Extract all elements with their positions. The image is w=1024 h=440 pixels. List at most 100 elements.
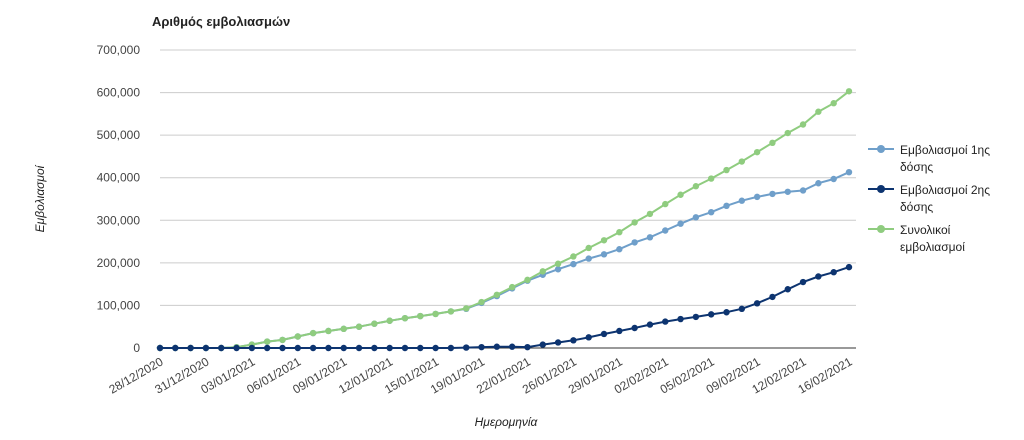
- data-point: [815, 273, 822, 280]
- data-point: [738, 197, 746, 204]
- data-point: [662, 318, 669, 325]
- data-point: [279, 344, 286, 352]
- data-point: [723, 166, 730, 174]
- data-point: [508, 283, 516, 291]
- legend-label: Εμβολιασμοί 2ης δόσης: [900, 183, 990, 214]
- data-point: [784, 188, 791, 195]
- data-point: [677, 191, 684, 198]
- data-point: [355, 323, 363, 330]
- data-point: [463, 344, 470, 351]
- data-point: [493, 291, 501, 298]
- data-point: [478, 298, 485, 306]
- y-axis-title: Εμβολιασμοί: [33, 164, 47, 232]
- legend-item: Εμβολιασμοί 1ης δόσης: [868, 142, 1008, 176]
- data-point: [600, 330, 608, 338]
- data-point: [309, 344, 317, 352]
- data-point: [799, 121, 807, 128]
- data-point: [799, 187, 807, 194]
- y-tick-label: 700,000: [97, 43, 141, 57]
- data-point: [616, 229, 623, 236]
- data-point: [187, 344, 194, 352]
- data-point: [554, 266, 562, 273]
- data-point: [401, 315, 409, 322]
- legend-item: Εμβολιασμοί 2ης δόσης: [868, 182, 1008, 216]
- data-point: [662, 200, 669, 208]
- data-point: [539, 341, 546, 348]
- data-point: [585, 255, 592, 262]
- data-point: [600, 237, 608, 244]
- data-point: [753, 300, 761, 307]
- data-point: [753, 193, 761, 201]
- data-point: [325, 327, 332, 335]
- legend-item: Συνολικοί εμβολιασμοί: [868, 222, 1008, 256]
- data-point: [631, 324, 638, 332]
- data-point: [508, 343, 516, 350]
- data-point: [708, 208, 715, 216]
- data-point: [753, 148, 761, 156]
- y-tick-label: 400,000: [97, 171, 141, 185]
- data-point: [524, 276, 531, 284]
- data-point: [845, 88, 853, 95]
- data-point: [738, 305, 746, 313]
- data-point: [845, 168, 853, 176]
- data-point: [677, 315, 684, 323]
- data-point: [432, 310, 439, 318]
- legend: Εμβολιασμοί 1ης δόσης Εμβολιασμοί 2ης δόσ…: [868, 142, 1008, 262]
- data-point: [554, 260, 562, 267]
- data-point: [570, 253, 577, 260]
- series-line: [160, 266, 850, 349]
- data-point: [478, 343, 485, 351]
- legend-label: Συνολικοί εμβολιασμοί: [900, 223, 965, 254]
- data-point: [631, 239, 638, 246]
- chart-title: Αριθμός εμβολιασμών: [152, 14, 290, 29]
- data-point: [524, 343, 531, 351]
- data-point: [355, 344, 363, 352]
- data-point: [386, 317, 393, 324]
- data-point: [723, 202, 730, 210]
- data-point: [631, 219, 638, 226]
- data-point: [815, 108, 822, 115]
- data-point: [263, 344, 271, 352]
- legend-swatch: [868, 142, 894, 156]
- data-point: [401, 344, 409, 352]
- data-point: [294, 333, 301, 340]
- data-point: [646, 321, 654, 328]
- x-axis-title: Ημερομηνία: [475, 415, 539, 429]
- data-point: [769, 139, 776, 147]
- data-point: [723, 309, 730, 316]
- data-point: [570, 260, 577, 268]
- data-point: [432, 344, 439, 352]
- data-point: [340, 325, 347, 333]
- data-point: [218, 344, 225, 352]
- data-point: [708, 175, 715, 182]
- data-point: [172, 344, 179, 352]
- data-point: [662, 227, 669, 234]
- data-point: [769, 293, 776, 301]
- data-point: [616, 327, 623, 335]
- data-point: [417, 312, 424, 320]
- data-point: [371, 344, 378, 352]
- data-point: [830, 175, 837, 183]
- legend-label: Εμβολιασμοί 1ης δόσης: [900, 143, 990, 174]
- y-tick-label: 100,000: [97, 298, 141, 312]
- data-point: [263, 338, 271, 345]
- data-point: [692, 183, 700, 190]
- y-tick-label: 600,000: [97, 86, 141, 100]
- data-point: [417, 344, 424, 352]
- data-point: [279, 336, 286, 344]
- data-point: [447, 344, 455, 352]
- data-point: [830, 269, 837, 276]
- data-point: [692, 313, 700, 321]
- data-point: [784, 129, 791, 137]
- data-point: [646, 210, 654, 218]
- data-point: [233, 344, 240, 352]
- series-line: [160, 90, 850, 349]
- data-point: [554, 339, 562, 346]
- data-point: [646, 234, 654, 241]
- data-point: [845, 263, 853, 271]
- data-point: [386, 344, 393, 352]
- data-point: [156, 344, 164, 352]
- data-point: [570, 337, 577, 344]
- data-point: [769, 190, 776, 198]
- data-point: [585, 334, 592, 341]
